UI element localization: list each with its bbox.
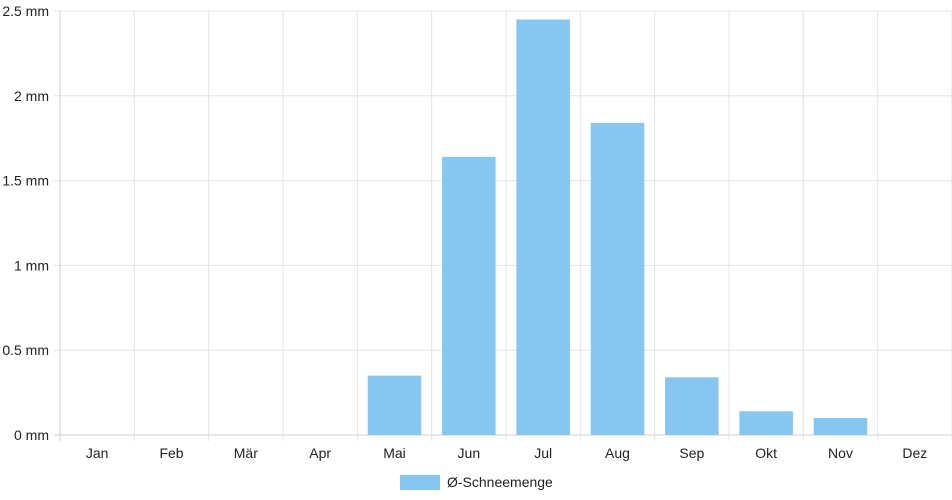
x-tick-label: Okt (755, 445, 777, 461)
x-tick-label: Nov (828, 445, 853, 461)
y-axis-ticks: 0 mm 0.5 mm 1 mm 1.5 mm 2 mm 2.5 mm (2, 3, 49, 443)
bar-aug[interactable] (590, 122, 645, 435)
bar-jun[interactable] (442, 156, 496, 435)
legend-swatch (400, 475, 440, 490)
y-tick-label: 0 mm (14, 427, 49, 443)
legend-label: Ø-Schneemenge (447, 474, 553, 490)
x-tick-label: Mär (234, 445, 258, 461)
bar-sep[interactable] (665, 377, 719, 435)
x-axis-ticks: Jan Feb Mär Apr Mai Jun Jul Aug Sep Okt Nov Dez (86, 445, 927, 461)
bar-nov[interactable] (813, 418, 868, 435)
bar-jul[interactable] (516, 19, 570, 435)
x-tick-label: Jan (86, 445, 109, 461)
x-tick-label: Jul (534, 445, 552, 461)
bars (367, 19, 868, 435)
y-tick-label: 1.5 mm (2, 173, 49, 189)
x-tick-label: Mai (383, 445, 406, 461)
x-tick-label: Feb (159, 445, 183, 461)
x-tick-label: Aug (605, 445, 630, 461)
y-tick-label: 2.5 mm (2, 3, 49, 19)
y-tick-label: 2 mm (14, 88, 49, 104)
y-tick-label: 0.5 mm (2, 342, 49, 358)
x-tick-label: Dez (902, 445, 927, 461)
x-tick-label: Sep (679, 445, 704, 461)
grid-lines (54, 10, 952, 441)
y-tick-label: 1 mm (14, 257, 49, 273)
legend[interactable]: Ø-Schneemenge (400, 474, 553, 490)
x-tick-label: Jun (458, 445, 481, 461)
x-tick-label: Apr (309, 445, 331, 461)
bar-mai[interactable] (367, 375, 422, 435)
bar-okt[interactable] (739, 411, 793, 435)
